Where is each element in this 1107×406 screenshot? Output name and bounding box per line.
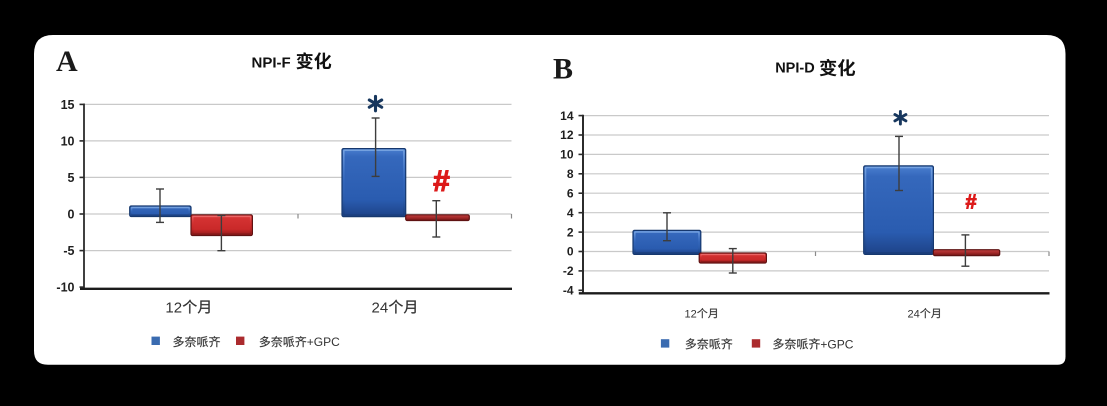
svg-text:-10: -10: [56, 281, 74, 295]
svg-text:24: 24: [372, 299, 389, 316]
svg-text:15: 15: [61, 98, 75, 112]
svg-text:4: 4: [567, 206, 574, 220]
svg-text:-2: -2: [563, 264, 574, 278]
svg-text:10: 10: [560, 148, 574, 162]
svg-text:A: A: [56, 45, 78, 78]
svg-text:-4: -4: [563, 284, 574, 298]
svg-text:B: B: [553, 53, 573, 86]
svg-text:NPI-F: NPI-F: [252, 55, 291, 72]
svg-text:0: 0: [68, 207, 75, 221]
svg-text:12: 12: [560, 128, 574, 142]
svg-text:12: 12: [165, 299, 182, 316]
svg-text:-5: -5: [63, 244, 74, 258]
svg-text:24: 24: [908, 308, 920, 320]
svg-text:+GPC: +GPC: [307, 335, 340, 349]
svg-text:12: 12: [685, 308, 697, 320]
svg-text:14: 14: [560, 109, 574, 123]
svg-text:#: #: [965, 191, 976, 213]
svg-text:#: #: [433, 165, 450, 198]
svg-text:2: 2: [567, 225, 574, 239]
svg-text:0: 0: [567, 245, 574, 259]
svg-text:NPI-D: NPI-D: [775, 61, 814, 77]
svg-text:6: 6: [567, 186, 574, 200]
svg-text:8: 8: [567, 167, 574, 181]
svg-text:10: 10: [61, 134, 75, 148]
svg-text:+GPC: +GPC: [820, 337, 853, 351]
svg-text:5: 5: [68, 171, 75, 185]
